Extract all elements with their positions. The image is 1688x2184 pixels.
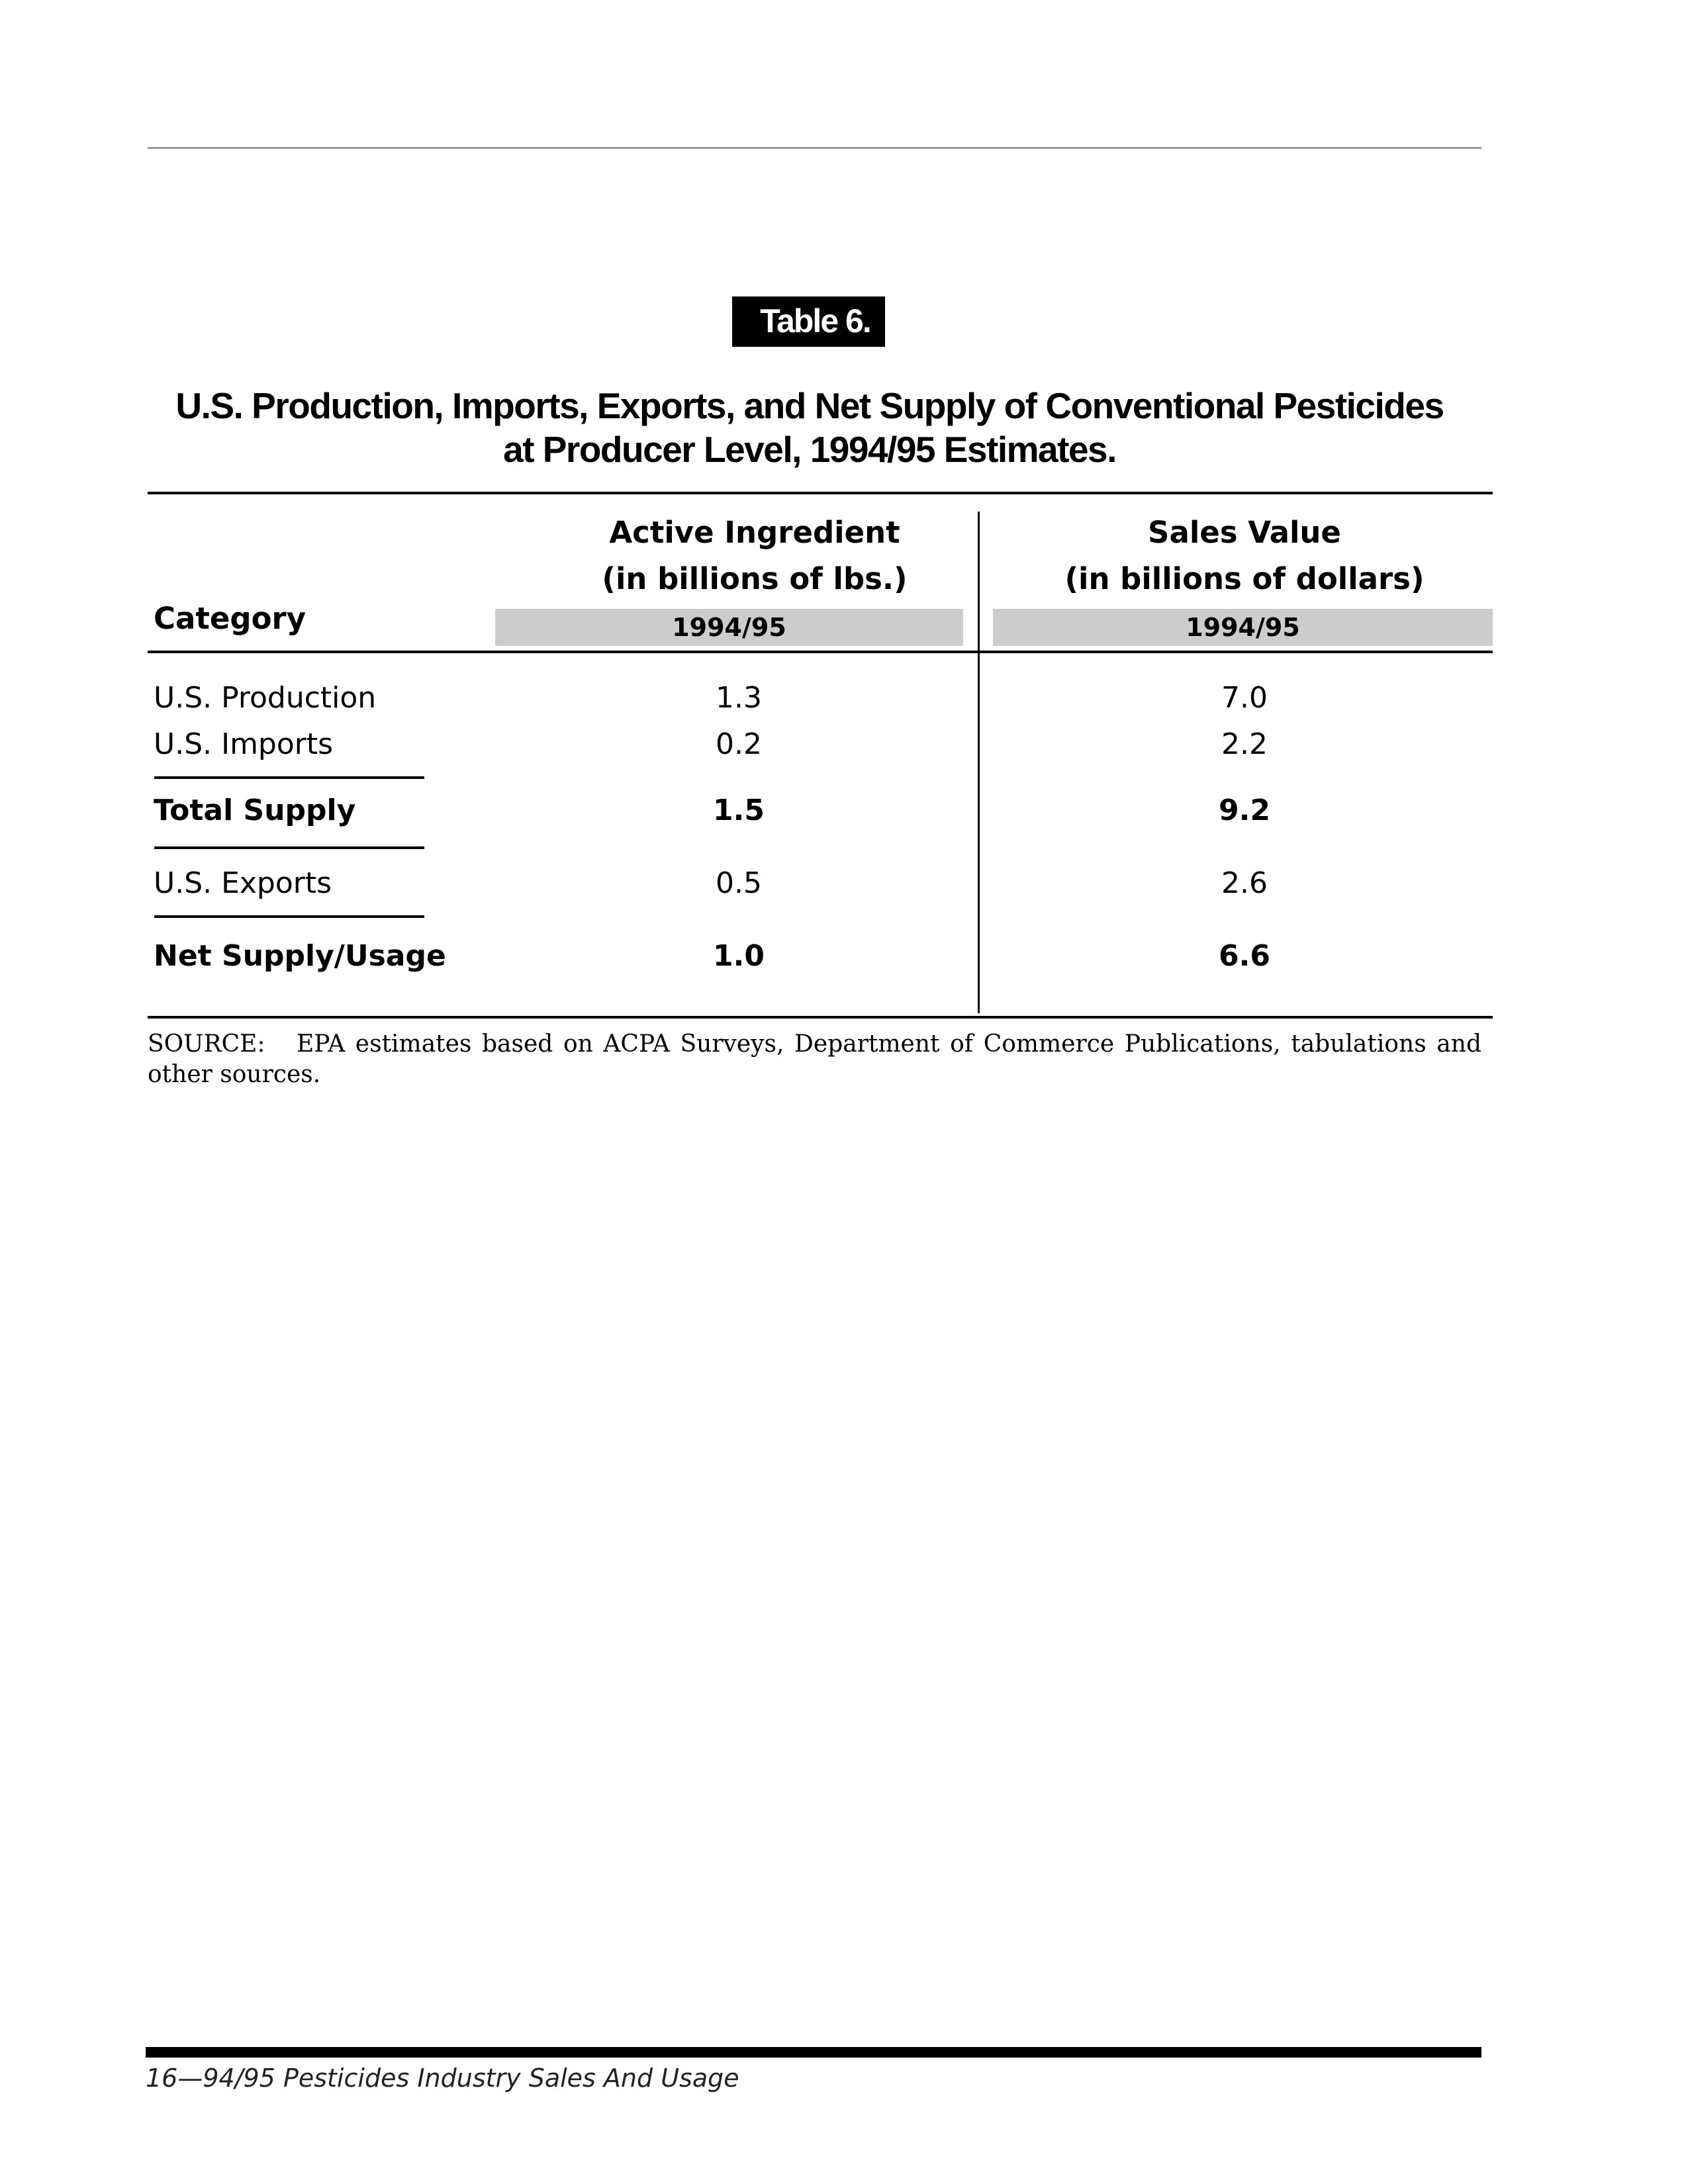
row-separator (154, 915, 424, 918)
table-row: U.S. Production 1.3 7.0 (0, 675, 1688, 721)
table-row: Total Supply 1.5 9.2 (0, 788, 1688, 834)
column-divider (978, 512, 980, 1013)
header-bottom-rule (148, 651, 1493, 653)
table-label-container: Table 6. (0, 296, 1617, 347)
category-header: Category (154, 601, 306, 636)
sales-value-year: 1994/95 (993, 609, 1493, 646)
footer-rule (146, 2047, 1481, 2058)
table-bottom-rule (148, 1016, 1493, 1019)
sales-value-header-line-2: (in billions of dollars) (1064, 561, 1425, 596)
active-ingredient-year: 1994/95 (495, 609, 963, 646)
row-sales-value: 2.6 (1221, 866, 1268, 900)
table-title-line-2: at Producer Level, 1994/95 Estimates. (503, 429, 1117, 470)
row-sales-value: 6.6 (1219, 939, 1270, 973)
row-category: U.S. Imports (154, 727, 334, 761)
active-ingredient-header-line-1: Active Ingredient (609, 515, 900, 550)
row-sales-value: 7.0 (1221, 681, 1268, 715)
sales-value-header-line-1: Sales Value (1148, 515, 1341, 550)
page-footer: 16—94/95 Pesticides Industry Sales And U… (146, 2064, 739, 2093)
row-active-value: 1.5 (713, 794, 765, 827)
header-rule (148, 147, 1481, 149)
table-top-rule (148, 492, 1493, 494)
source-label: SOURCE: (148, 1030, 265, 1058)
row-separator (154, 776, 424, 779)
active-ingredient-header-line-2: (in billions of lbs.) (602, 561, 908, 596)
sales-value-header: Sales Value (in billions of dollars) (1019, 510, 1470, 602)
source-text: EPA estimates based on ACPA Surveys, Dep… (148, 1030, 1481, 1088)
table-row: U.S. Exports 0.5 2.6 (0, 860, 1688, 907)
row-category: Total Supply (154, 794, 356, 827)
row-separator (154, 846, 424, 849)
row-sales-value: 2.2 (1221, 727, 1268, 761)
row-category: U.S. Exports (154, 866, 332, 900)
table-title-line-1: U.S. Production, Imports, Exports, and N… (175, 385, 1444, 426)
table-label: Table 6. (732, 296, 885, 347)
source-note: SOURCE: EPA estimates based on ACPA Surve… (148, 1029, 1481, 1090)
row-active-value: 1.3 (716, 681, 762, 715)
table-row: Net Supply/Usage 1.0 6.6 (0, 933, 1688, 979)
table-row: U.S. Imports 0.2 2.2 (0, 721, 1688, 768)
table-title: U.S. Production, Imports, Exports, and N… (148, 384, 1472, 471)
row-active-value: 0.5 (716, 866, 762, 900)
row-category: Net Supply/Usage (154, 939, 446, 973)
row-category: U.S. Production (154, 681, 377, 715)
row-active-value: 1.0 (713, 939, 765, 973)
active-ingredient-header: Active Ingredient (in billions of lbs.) (530, 510, 980, 602)
row-sales-value: 9.2 (1219, 794, 1270, 827)
row-active-value: 0.2 (716, 727, 762, 761)
